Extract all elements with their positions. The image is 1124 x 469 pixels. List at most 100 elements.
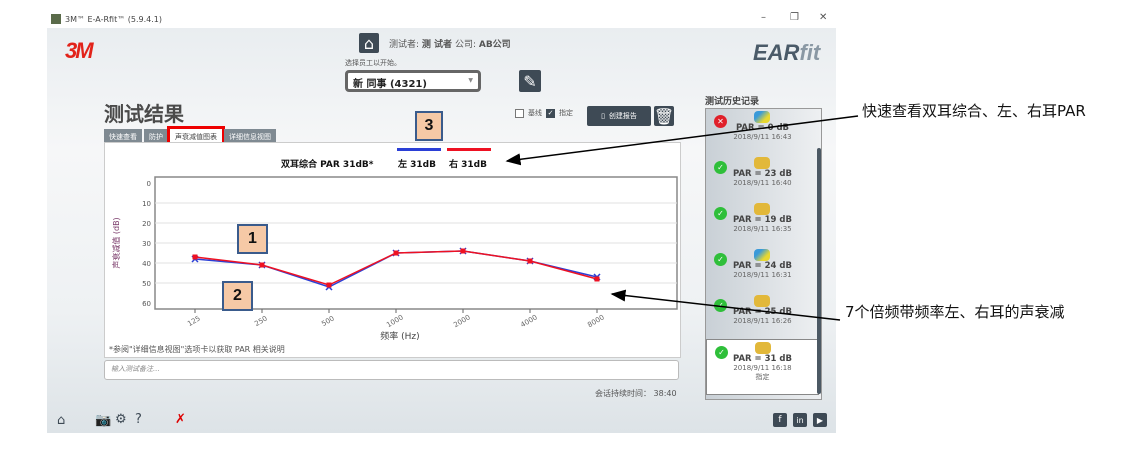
foam-earplug-icon	[755, 342, 771, 354]
history-par: PAR = 31 dB	[733, 354, 792, 364]
pass-check-icon: ✓	[714, 253, 727, 266]
pass-check-icon: ✓	[714, 299, 727, 312]
brand-suffix: fit	[799, 40, 821, 65]
y-axis-label: 声衰减值 (dB)	[111, 217, 121, 268]
history-item[interactable]: ✓ PAR = 25 dB 2018/9/11 16:26	[706, 293, 819, 339]
tab-detail-view[interactable]: 详细信息视图	[224, 129, 276, 142]
tab-protection[interactable]: 防护	[144, 129, 168, 142]
gear-icon[interactable]: ⚙	[115, 412, 127, 427]
history-par: PAR = 24 dB	[733, 261, 792, 271]
annotation-box-3: 3	[415, 111, 443, 141]
facebook-icon[interactable]: f	[773, 413, 787, 427]
history-par: PAR = 25 dB	[733, 307, 792, 317]
session-label: 会话持续时间：	[595, 389, 651, 398]
minimize-button[interactable]: –	[761, 12, 766, 23]
create-report-button[interactable]: ▯ 创建报告	[587, 106, 651, 126]
app-content: 3M EARfit ⌂ 测试者: 测 试者 公司: AB公司 选择员工以开始。 …	[47, 28, 836, 433]
right-legend-line	[447, 148, 491, 151]
callout-par: 快速查看双耳综合、左、右耳PAR	[862, 102, 1086, 120]
delete-button[interactable]: 🗑	[654, 106, 674, 126]
employee-value: 新 同事 (4321)	[353, 79, 427, 90]
help-icon[interactable]: ?	[135, 412, 142, 427]
flanged-earplug-icon	[754, 203, 770, 215]
tab-attenuation-chart[interactable]: 声衰减值图表	[167, 126, 225, 145]
user-edit-icon: ✎	[523, 71, 537, 91]
baseline-label: 基线	[528, 109, 542, 117]
home-button[interactable]: ⌂	[359, 33, 379, 53]
history-title: 测试历史记录	[705, 97, 760, 107]
data-point-square	[594, 276, 600, 282]
x-axis-label: 频率 (Hz)	[380, 330, 419, 342]
chevron-down-icon: ▼	[468, 77, 473, 84]
left-par: 左 31dB	[398, 160, 436, 170]
pass-check-icon: ✓	[714, 161, 727, 174]
employee-select[interactable]: 新 同事 (4321) ▼	[345, 70, 481, 92]
data-point-square	[460, 248, 466, 254]
left-legend-line	[397, 148, 441, 151]
history-scrollbar[interactable]	[817, 148, 821, 394]
arrow-to-chart	[610, 289, 841, 321]
history-date: 2018/9/11 16:35	[733, 225, 792, 233]
close-button[interactable]: ✕	[819, 12, 828, 23]
session-duration: 会话持续时间： 38:40	[595, 388, 677, 399]
history-date: 2018/9/11 16:18	[733, 364, 792, 372]
history-par: PAR = 19 dB	[733, 215, 792, 225]
y-tick-label: 30	[142, 240, 151, 248]
history-item[interactable]: ✓ PAR = 31 dB 2018/9/11 16:18 指定	[706, 339, 819, 395]
trash-icon: 🗑	[653, 106, 675, 126]
annotation-box-2: 2	[222, 281, 253, 311]
y-tick-label: 10	[142, 200, 151, 208]
fail-x-icon: ✕	[714, 115, 727, 128]
device-disconnected-icon: ✗	[175, 412, 186, 427]
session-time: 38:40	[653, 389, 677, 398]
linkedin-icon[interactable]: in	[793, 413, 807, 427]
tester-name: 测 试者	[421, 40, 453, 50]
create-report-label: 创建报告	[608, 112, 637, 120]
callout-attenuation: 7个倍频带频率左、右耳的声衰减	[845, 303, 1065, 321]
app-window: 3M™ E-A-Rfit™ (5.9.4.1) – ❐ ✕ 3M EARfit …	[47, 10, 836, 433]
history-date: 2018/9/11 16:40	[733, 179, 792, 187]
edit-employee-button[interactable]: ✎	[519, 70, 541, 92]
camera-icon[interactable]: 📷	[95, 413, 112, 428]
history-item[interactable]: ✓ PAR = 24 dB 2018/9/11 16:31	[706, 247, 819, 293]
result-tabs: 快速查看 防护 声衰减值图表 详细信息视图	[104, 126, 276, 145]
y-tick-label: 50	[142, 280, 151, 288]
history-date: 2018/9/11 16:43	[733, 133, 792, 141]
corded-earplug-icon	[754, 249, 770, 261]
right-par: 右 31dB	[449, 160, 487, 170]
home-icon[interactable]: ⌂	[57, 413, 66, 428]
tab-quick-view[interactable]: 快速查看	[104, 129, 142, 142]
pass-check-icon: ✓	[714, 207, 727, 220]
y-tick-label: 60	[142, 300, 151, 308]
binaural-par: 双耳综合 PAR 31dB*	[281, 160, 374, 170]
youtube-icon[interactable]: ▶	[813, 413, 827, 427]
history-item[interactable]: ✓ PAR = 23 dB 2018/9/11 16:40	[706, 155, 819, 201]
window-title: 3M™ E-A-Rfit™ (5.9.4.1)	[65, 14, 162, 24]
y-tick-label: 20	[142, 220, 151, 228]
corded-earplug-icon	[754, 111, 770, 123]
maximize-button[interactable]: ❐	[790, 12, 799, 23]
history-date: 2018/9/11 16:31	[733, 271, 792, 279]
baseline-checkbox[interactable]	[515, 108, 524, 118]
notes-input[interactable]: 输入测试备注...	[104, 360, 679, 380]
home-icon: ⌂	[363, 33, 375, 53]
company-name: AB公司	[478, 40, 511, 50]
company-label: 公司:	[454, 40, 476, 50]
earfit-logo: EARfit	[753, 40, 820, 66]
arrow-to-par	[505, 115, 859, 166]
tester-info: 测试者: 测 试者 公司: AB公司	[389, 37, 511, 50]
history-par: PAR = 23 dB	[733, 169, 792, 179]
history-date: 2018/9/11 16:26	[733, 317, 792, 325]
history-item[interactable]: ✓ PAR = 19 dB 2018/9/11 16:35	[706, 201, 819, 247]
history-tag: 指定	[755, 373, 770, 381]
select-prompt: 选择员工以开始。	[345, 59, 401, 67]
page-title: 测试结果	[104, 102, 184, 126]
data-point-square	[527, 258, 533, 264]
data-point-square	[393, 250, 399, 256]
title-bar: 3M™ E-A-Rfit™ (5.9.4.1)	[47, 10, 747, 28]
assigned-checkbox[interactable]: ✓	[546, 108, 555, 118]
app-icon	[51, 14, 61, 24]
annotation-box-1: 1	[237, 224, 268, 254]
data-point-square	[326, 282, 332, 288]
